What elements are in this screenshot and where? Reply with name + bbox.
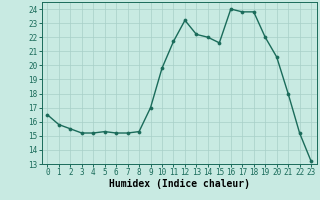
- X-axis label: Humidex (Indice chaleur): Humidex (Indice chaleur): [109, 179, 250, 189]
